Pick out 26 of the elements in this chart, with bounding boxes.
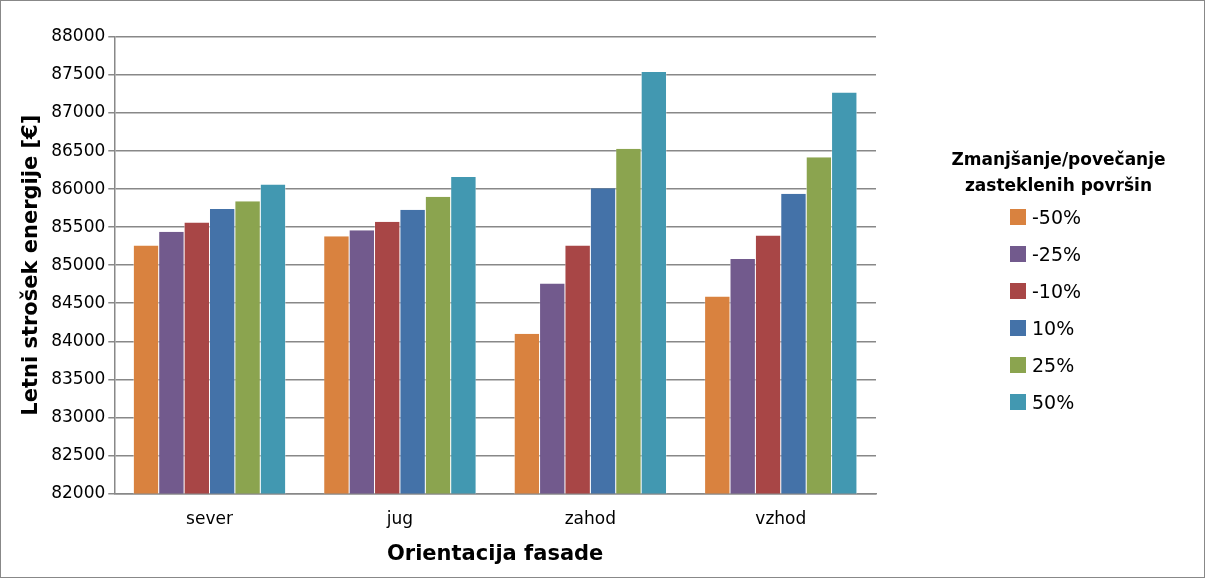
legend-title: Zmanjšanje/povečanje zasteklenih površin (950, 148, 1167, 197)
y-tick-label: 86500 (51, 139, 106, 160)
y-tick-label: 83500 (51, 367, 106, 388)
y-axis-title: Letni strošek energije [€] (18, 114, 43, 416)
x-tick-label: jug (385, 508, 414, 529)
y-tick-label: 86000 (51, 177, 106, 198)
x-tick-label: sever (186, 508, 233, 529)
y-tick-label: 84000 (51, 329, 106, 350)
legend-label: 25% (1032, 353, 1075, 376)
y-tick-label: 84500 (51, 291, 106, 312)
y-tick-label: 87500 (51, 63, 106, 84)
x-tick-label: zahod (564, 508, 617, 529)
y-tick-label: 82000 (51, 481, 106, 502)
legend-label: -25% (1032, 242, 1082, 265)
y-tick-label: 85000 (51, 253, 106, 274)
legend-label: -50% (1032, 205, 1082, 228)
legend-label: 10% (1032, 316, 1075, 339)
x-axis-title: Orientacija fasade (386, 540, 604, 565)
y-tick-label: 85500 (51, 215, 106, 236)
y-tick-label: 87000 (51, 101, 106, 122)
x-tick-label: vzhod (755, 508, 807, 529)
legend-label: 50% (1032, 390, 1075, 413)
legend-label: -10% (1032, 279, 1082, 302)
y-tick-label: 83000 (51, 405, 106, 426)
y-tick-label: 88000 (51, 25, 106, 46)
y-tick-label: 82500 (51, 443, 106, 464)
